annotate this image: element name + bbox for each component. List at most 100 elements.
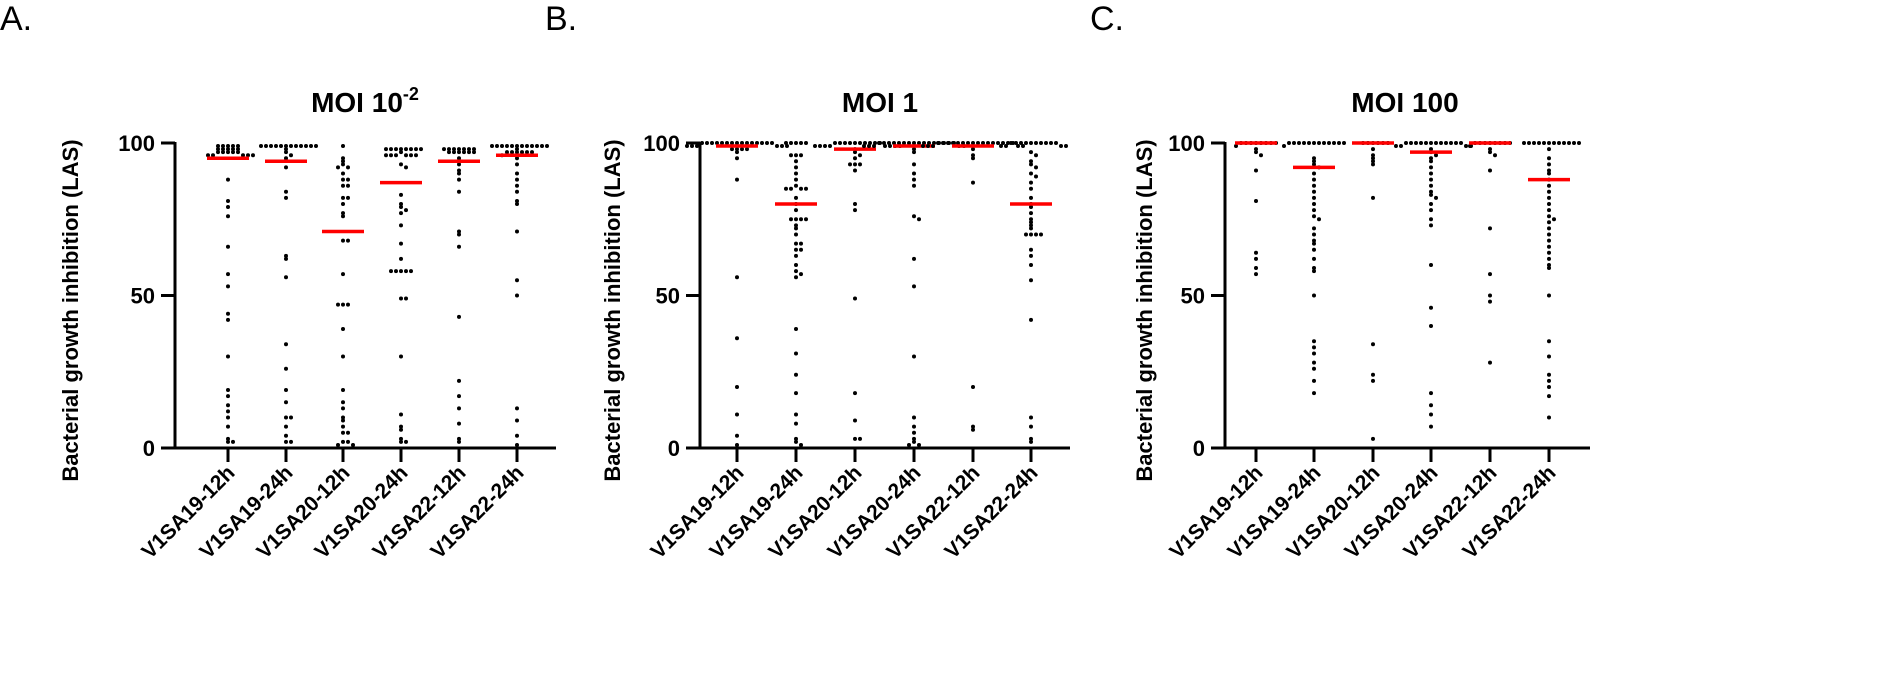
data-point [1254, 147, 1258, 152]
data-point [1312, 378, 1316, 383]
data-point [389, 147, 393, 152]
data-point [735, 156, 739, 161]
data-point [284, 275, 288, 280]
data-point [1312, 360, 1316, 365]
data-point [457, 378, 461, 383]
data-point [951, 141, 955, 145]
y-tick-label: 50 [131, 284, 155, 309]
data-point [1449, 141, 1453, 145]
data-point [1547, 263, 1551, 267]
data-point [467, 147, 471, 152]
data-point [515, 177, 519, 182]
data-point [336, 165, 340, 170]
data-point [799, 153, 803, 158]
data-point [211, 153, 215, 158]
data-point [404, 296, 408, 301]
data-point [735, 385, 739, 389]
data-point [1547, 415, 1551, 420]
data-point [341, 406, 345, 411]
data-point [457, 177, 461, 182]
data-point [500, 144, 504, 149]
data-point [1424, 141, 1428, 145]
data-point [399, 296, 403, 301]
data-point [457, 156, 461, 161]
data-point [341, 424, 345, 429]
data-point [515, 198, 519, 203]
data-point [341, 202, 345, 206]
data-point [314, 144, 318, 149]
data-point [226, 388, 230, 393]
data-point [966, 141, 970, 145]
data-point [1021, 144, 1025, 149]
y-tick-label: 0 [143, 436, 155, 461]
data-point [1282, 144, 1286, 149]
data-point [1254, 272, 1258, 277]
data-point [515, 183, 519, 188]
data-point [394, 153, 398, 158]
data-point [226, 272, 230, 277]
data-point [1429, 165, 1433, 170]
data-point [1034, 153, 1038, 158]
data-point [1429, 141, 1433, 145]
data-point [750, 141, 754, 145]
data-point [976, 141, 980, 145]
data-point [1029, 171, 1033, 176]
data-point [838, 141, 842, 145]
data-point [346, 183, 350, 188]
data-point [399, 211, 403, 216]
data-point [1547, 354, 1551, 359]
data-point [927, 141, 931, 145]
data-point [735, 141, 739, 145]
data-point [1312, 183, 1316, 188]
data-point [745, 141, 749, 145]
data-point [956, 141, 960, 145]
data-point [1547, 208, 1551, 213]
data-point [784, 186, 788, 191]
data-point [1429, 223, 1433, 228]
data-point [902, 141, 906, 145]
data-point [1488, 226, 1492, 231]
data-point [1547, 372, 1551, 377]
data-point [1547, 195, 1551, 200]
data-point [1429, 263, 1433, 267]
data-point [1371, 378, 1375, 383]
data-point [404, 269, 408, 274]
data-point [341, 400, 345, 405]
data-point [917, 442, 921, 447]
data-point [1302, 141, 1306, 145]
data-point [457, 229, 461, 234]
data-point [221, 150, 225, 155]
data-point [341, 171, 345, 176]
data-point [1547, 214, 1551, 219]
data-point [341, 439, 345, 444]
data-point [515, 144, 519, 149]
data-point [284, 150, 288, 155]
data-point [206, 153, 210, 158]
data-point [399, 354, 403, 359]
data-point [858, 141, 862, 145]
data-point [794, 327, 798, 332]
data-point [745, 147, 749, 152]
data-point [804, 141, 808, 145]
data-point [1034, 141, 1038, 145]
data-point [1547, 244, 1551, 249]
data-point [226, 244, 230, 249]
data-point [794, 223, 798, 228]
data-point [1029, 186, 1033, 191]
data-point [341, 144, 345, 149]
data-point [216, 144, 220, 149]
panel-3: C. MOI 100 Bacterial growth inhibition (LA… [1090, 0, 1590, 563]
data-point [1547, 202, 1551, 206]
data-point [284, 366, 288, 371]
data-point [226, 284, 230, 289]
data-point [1064, 144, 1068, 149]
data-point [877, 141, 881, 145]
data-point [794, 195, 798, 200]
data-point [1547, 250, 1551, 255]
data-point [853, 208, 857, 213]
data-point [399, 424, 403, 429]
data-point [912, 150, 916, 155]
data-point [1429, 403, 1433, 408]
data-point [1547, 226, 1551, 231]
data-point [917, 217, 921, 222]
